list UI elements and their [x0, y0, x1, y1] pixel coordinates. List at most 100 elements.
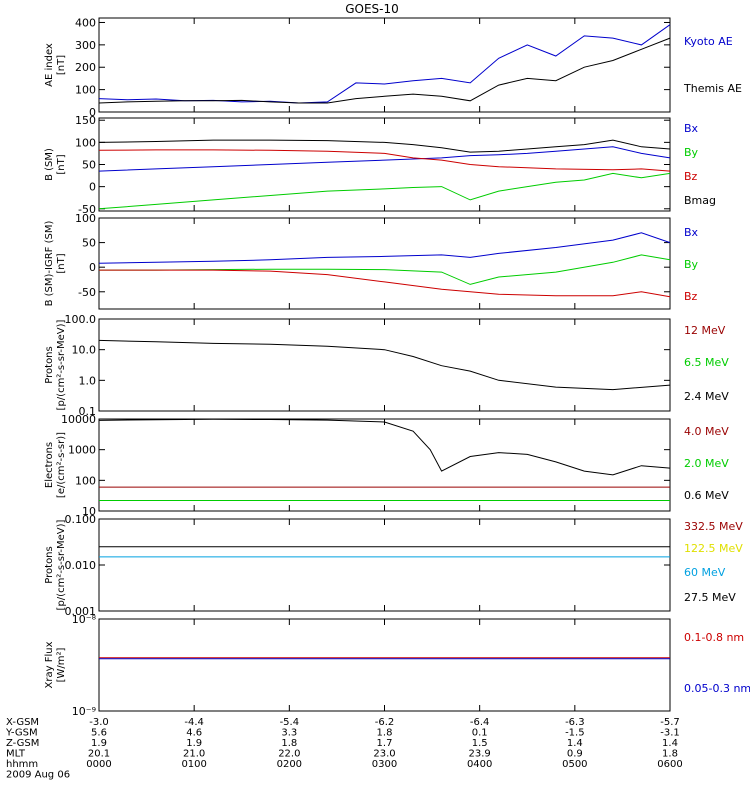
footer-cell: 0200 — [277, 759, 302, 770]
footer-cell: 1.4 — [567, 738, 583, 749]
y-tick-label: 100 — [75, 136, 96, 149]
footer-cell: -5.4 — [280, 717, 300, 728]
footer-row-label: X-GSM — [6, 717, 39, 728]
legend-entry: 0.1-0.8 nm — [684, 631, 744, 644]
legend-entry: 4.0 MeV — [684, 425, 729, 438]
y-axis-label: B (SM) — [44, 148, 55, 181]
panel-3: -50 0 50 100 B (SM)-IGRF (SM) [nT] Bx By Bz — [44, 212, 699, 310]
panel-frame — [98, 17, 671, 113]
footer-cell: 1.7 — [377, 738, 393, 749]
footer-cell: -4.4 — [184, 717, 204, 728]
series-line-By — [98, 172, 671, 210]
footer-date: 2009 Aug 06 — [6, 770, 70, 781]
y-tick-label: 0.010 — [65, 559, 97, 572]
footer-cell: 0000 — [86, 759, 111, 770]
footer-cell: 0100 — [181, 759, 206, 770]
legend-entry: Themis AE — [683, 82, 742, 95]
footer-cell: -6.2 — [375, 717, 395, 728]
y-tick-label: 400 — [75, 16, 96, 29]
legend-entry: 332.5 MeV — [684, 520, 743, 533]
footer-cell: 0.9 — [567, 749, 583, 760]
y-axis-label: [nT] — [56, 253, 67, 273]
footer-cell: 20.1 — [88, 749, 110, 760]
y-tick-label: 0 — [89, 261, 96, 274]
series-line-Bx — [98, 146, 671, 172]
y-tick-label: 100 — [75, 474, 96, 487]
panel-frame — [98, 418, 671, 512]
panel-7: 10⁻⁹ 10⁻⁸ Xray Flux [W/m²] 0.1-0.8 nm 0.05-0.… — [44, 613, 750, 718]
footer-cell: 0300 — [372, 759, 397, 770]
figure-title: GOES-10 — [345, 2, 399, 16]
footer-cell: 0500 — [562, 759, 587, 770]
legend-entry: 0.6 MeV — [684, 489, 729, 502]
footer-cell: -3.1 — [660, 728, 680, 739]
panel-frame — [98, 318, 671, 412]
footer-cell: -5.7 — [660, 717, 680, 728]
panel-1: 0 100 200 300 400 AE index [nT] Kyoto AE Themis … — [44, 16, 742, 119]
y-axis-label: [W/m²] — [56, 647, 67, 682]
series-line-Bx — [98, 232, 671, 264]
y-axis-label: [e/(cm²-s-sr)] — [56, 432, 67, 498]
y-axis-label: Protons — [44, 346, 55, 383]
legend-entry: By — [684, 258, 699, 271]
panel-4: 0.1 1.0 10.0 100.0 Protons [p/(cm²-s-sr-MeV)]… — [44, 313, 729, 418]
legend-entry: 2.4 MeV — [684, 390, 729, 403]
footer-row-label: hhmm — [6, 759, 38, 770]
footer-cell: 1.5 — [472, 738, 488, 749]
y-axis-label: AE index — [44, 43, 55, 87]
y-axis-label: Xray Flux — [44, 641, 55, 688]
legend-entry: Bmag — [684, 194, 716, 207]
legend-entry: 2.0 MeV — [684, 457, 729, 470]
y-axis-label: [p/(cm²-s-sr-MeV)] — [56, 519, 67, 610]
footer-cell: 23.9 — [469, 749, 491, 760]
y-tick-label: 100.0 — [65, 313, 97, 326]
series-line-Themis-AE — [98, 37, 671, 104]
legend-entry: 0.05-0.3 nm — [684, 682, 750, 695]
footer-cell: 0.1 — [472, 728, 488, 739]
footer-cell: 4.6 — [186, 728, 202, 739]
footer-cell: 21.0 — [183, 749, 205, 760]
footer-row-label: Y-GSM — [5, 728, 38, 739]
panel-frame — [98, 518, 671, 612]
legend-entry: Bx — [684, 226, 699, 239]
y-axis-label: Protons — [44, 546, 55, 583]
y-tick-label: 0.100 — [65, 513, 97, 526]
y-tick-label: 0 — [89, 106, 96, 119]
footer-cell: 3.3 — [281, 728, 297, 739]
panel-frame — [98, 117, 671, 212]
legend-entry: 6.5 MeV — [684, 356, 729, 369]
legend-entry: Kyoto AE — [684, 35, 733, 48]
legend-entry: Bz — [684, 290, 698, 303]
y-axis-label: [nT] — [56, 154, 67, 174]
panel-2: -50 0 50 100 150 B (SM) [nT] Bx By Bz Bmag — [44, 114, 716, 216]
y-tick-label: -50 — [78, 286, 96, 299]
y-tick-label: 150 — [75, 114, 96, 127]
y-axis-label: B (SM)-IGRF (SM) — [44, 221, 55, 307]
y-tick-label: 10.0 — [72, 344, 97, 357]
y-axis-label: [nT] — [56, 55, 67, 75]
footer-cell: 5.6 — [91, 728, 107, 739]
footer-cell: 0400 — [467, 759, 492, 770]
y-tick-label: 1.0 — [79, 374, 97, 387]
ephemeris-footer: X-GSM -3.0 -4.4 -5.4 -6.2 -6.4 -6.3 -5.7 Y-GSM 5.… — [5, 717, 683, 781]
footer-cell: 23.0 — [373, 749, 395, 760]
legend-entry: 12 MeV — [684, 324, 726, 337]
footer-cell: 1.4 — [662, 738, 678, 749]
series-line-Bz — [99, 269, 671, 298]
footer-row-label: MLT — [6, 749, 26, 760]
footer-cell: 1.9 — [91, 738, 107, 749]
y-axis-label: [p/(cm²-s-sr-MeV)] — [56, 319, 67, 410]
series-line-2.4-MeV — [98, 339, 671, 391]
footer-row-label: Z-GSM — [6, 738, 39, 749]
panel-5: 10 100 1000 10000 Electrons [e/(cm²-s-sr)] 4.0… — [44, 413, 729, 518]
footer-cell: -6.3 — [565, 717, 585, 728]
legend-entry: Bz — [684, 170, 698, 183]
y-tick-label: 300 — [75, 39, 96, 52]
footer-cell: -1.5 — [565, 728, 585, 739]
y-tick-label: 100 — [75, 84, 96, 97]
series-line-0.6-MeV — [98, 418, 671, 476]
y-tick-label: -50 — [78, 203, 96, 216]
y-tick-label: 50 — [82, 237, 96, 250]
